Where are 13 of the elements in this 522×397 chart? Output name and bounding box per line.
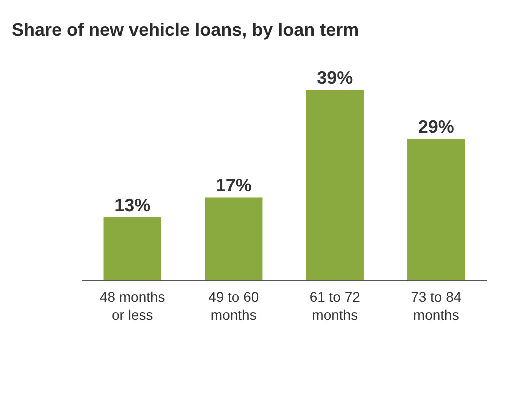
- x-tick-label: 49 to 60 months: [208, 289, 260, 323]
- data-label: 29%: [418, 116, 454, 137]
- bar: [205, 198, 263, 281]
- bar: [306, 90, 364, 281]
- x-tick-label: 73 to 84 months: [411, 289, 462, 323]
- data-label: 17%: [216, 176, 252, 196]
- bar: [104, 217, 162, 281]
- data-label: 39%: [317, 68, 354, 88]
- bar: [408, 138, 466, 281]
- x-tick-label: 61 to 72 months: [310, 289, 361, 323]
- chart-title: Share of new vehicle loans, by loan term: [12, 20, 360, 40]
- x-tick-label: 48 months or less: [100, 289, 166, 323]
- data-label: 13%: [114, 195, 151, 216]
